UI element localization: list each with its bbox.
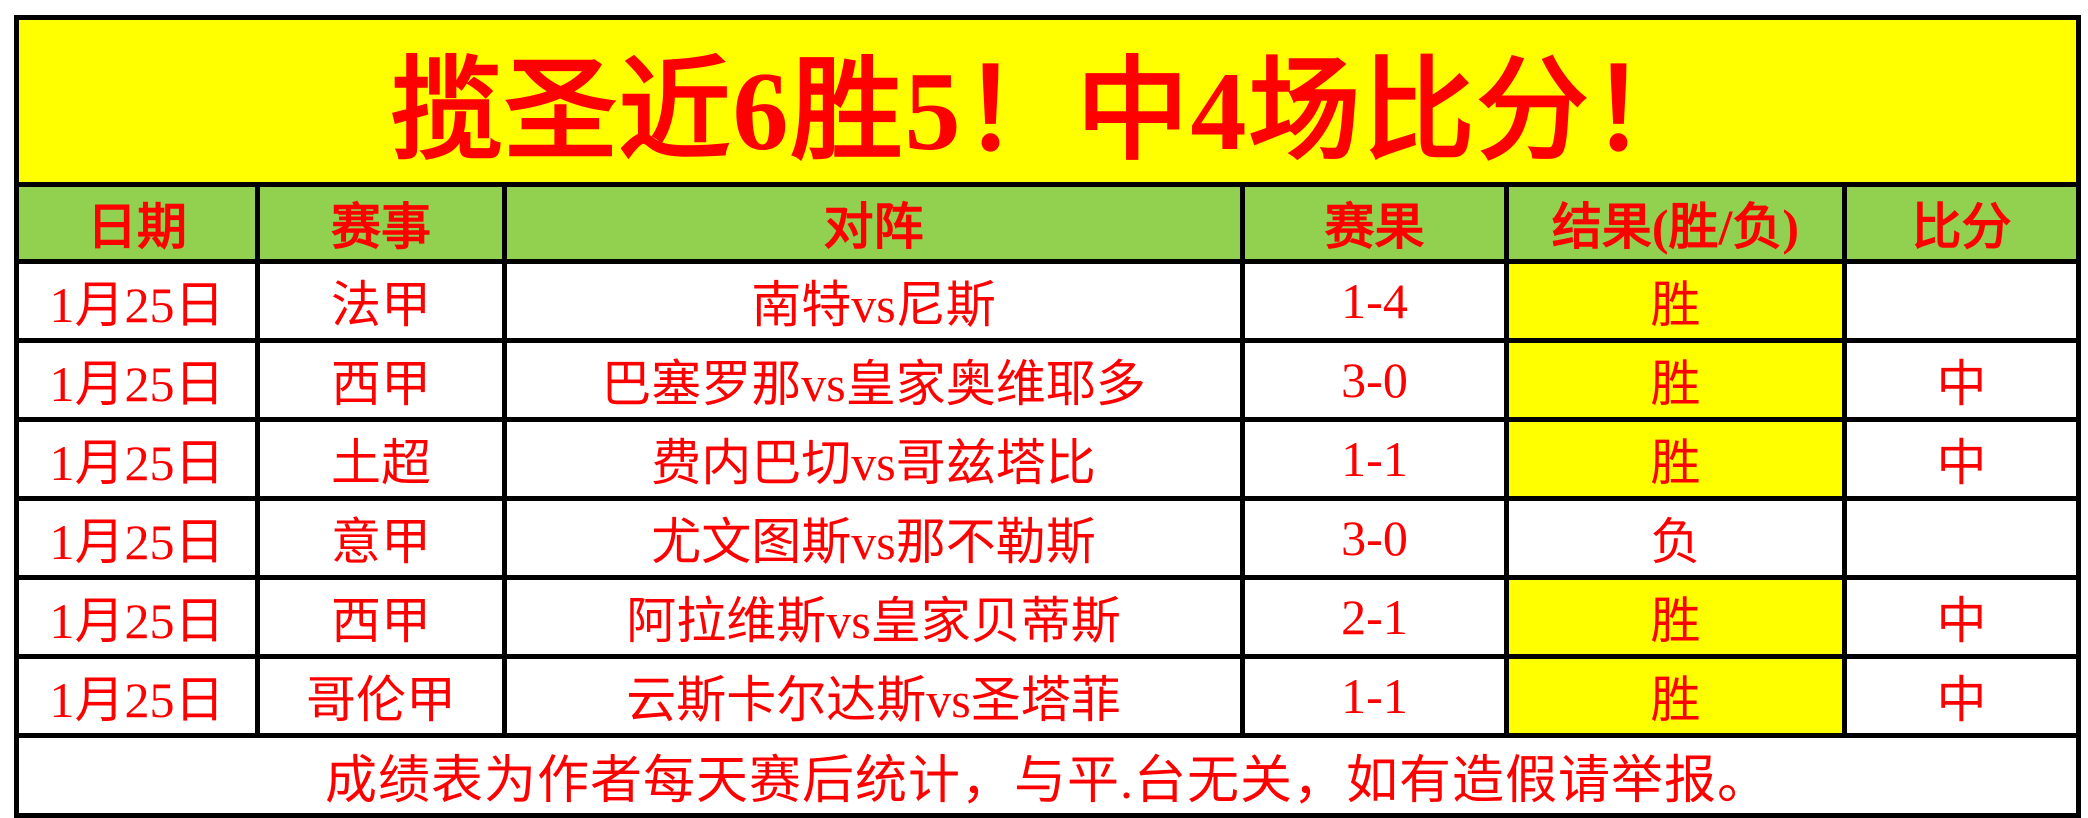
header-cell-match: 对阵: [502, 182, 1245, 264]
cell-league: 法甲: [255, 259, 507, 343]
cell-league: 意甲: [255, 496, 507, 580]
cell-match: 云斯卡尔达斯vs圣塔菲: [502, 654, 1245, 738]
table-row: 1月25日 法甲 南特vs尼斯 1-4 胜: [14, 259, 2082, 343]
cell-hit: 中: [1841, 654, 2082, 738]
cell-result: 胜: [1504, 259, 1847, 343]
cell-league: 哥伦甲: [255, 654, 507, 738]
cell-result: 胜: [1504, 654, 1847, 738]
cell-hit: 中: [1841, 338, 2082, 422]
cell-date: 1月25日: [14, 654, 260, 738]
cell-date: 1月25日: [14, 259, 260, 343]
header-cell-league: 赛事: [255, 182, 507, 264]
cell-league: 西甲: [255, 575, 507, 659]
page-title: 揽圣近6胜5！中4场比分！: [13, 15, 2082, 187]
table-row: 1月25日 西甲 阿拉维斯vs皇家贝蒂斯 2-1 胜 中: [14, 575, 2082, 659]
footer-note: 成绩表为作者每天赛后统计，与平.台无关，如有造假请举报。: [13, 733, 2082, 818]
table-row: 1月25日 意甲 尤文图斯vs那不勒斯 3-0 负: [14, 496, 2082, 580]
cell-result: 负: [1504, 496, 1847, 580]
cell-league: 土超: [255, 417, 507, 501]
cell-league: 西甲: [255, 338, 507, 422]
cell-score: 3-0: [1240, 338, 1509, 422]
cell-result: 胜: [1504, 575, 1847, 659]
banner-row: 揽圣近6胜5！中4场比分！: [13, 15, 2082, 187]
cell-result: 胜: [1504, 417, 1847, 501]
cell-match: 南特vs尼斯: [502, 259, 1245, 343]
header-cell-score: 赛果: [1240, 182, 1509, 264]
cell-match: 尤文图斯vs那不勒斯: [502, 496, 1245, 580]
cell-date: 1月25日: [14, 496, 260, 580]
cell-hit: 中: [1841, 575, 2082, 659]
table-row: 1月25日 土超 费内巴切vs哥兹塔比 1-1 胜 中: [14, 417, 2082, 501]
column-header-row: 日期 赛事 对阵 赛果 结果(胜/负) 比分: [14, 182, 2082, 264]
header-cell-hit: 比分: [1841, 182, 2082, 264]
cell-match: 费内巴切vs哥兹塔比: [502, 417, 1245, 501]
results-sheet: 揽圣近6胜5！中4场比分！ 日期 赛事 对阵 赛果 结果(胜/负) 比分 1月2…: [13, 15, 2082, 818]
cell-result: 胜: [1504, 338, 1847, 422]
cell-match: 阿拉维斯vs皇家贝蒂斯: [502, 575, 1245, 659]
cell-match: 巴塞罗那vs皇家奥维耶多: [502, 338, 1245, 422]
cell-date: 1月25日: [14, 575, 260, 659]
cell-score: 1-1: [1240, 654, 1509, 738]
cell-score: 1-4: [1240, 259, 1509, 343]
table-row: 1月25日 西甲 巴塞罗那vs皇家奥维耶多 3-0 胜 中: [14, 338, 2082, 422]
cell-hit: [1841, 259, 2082, 343]
cell-score: 3-0: [1240, 496, 1509, 580]
cell-date: 1月25日: [14, 338, 260, 422]
cell-date: 1月25日: [14, 417, 260, 501]
cell-hit: 中: [1841, 417, 2082, 501]
table-row: 1月25日 哥伦甲 云斯卡尔达斯vs圣塔菲 1-1 胜 中: [14, 654, 2082, 738]
header-cell-date: 日期: [14, 182, 260, 264]
header-cell-result: 结果(胜/负): [1504, 182, 1847, 264]
cell-score: 1-1: [1240, 417, 1509, 501]
results-table: 揽圣近6胜5！中4场比分！ 日期 赛事 对阵 赛果 结果(胜/负) 比分 1月2…: [13, 15, 2082, 818]
cell-score: 2-1: [1240, 575, 1509, 659]
footer-row: 成绩表为作者每天赛后统计，与平.台无关，如有造假请举报。: [13, 733, 2082, 818]
cell-hit: [1841, 496, 2082, 580]
